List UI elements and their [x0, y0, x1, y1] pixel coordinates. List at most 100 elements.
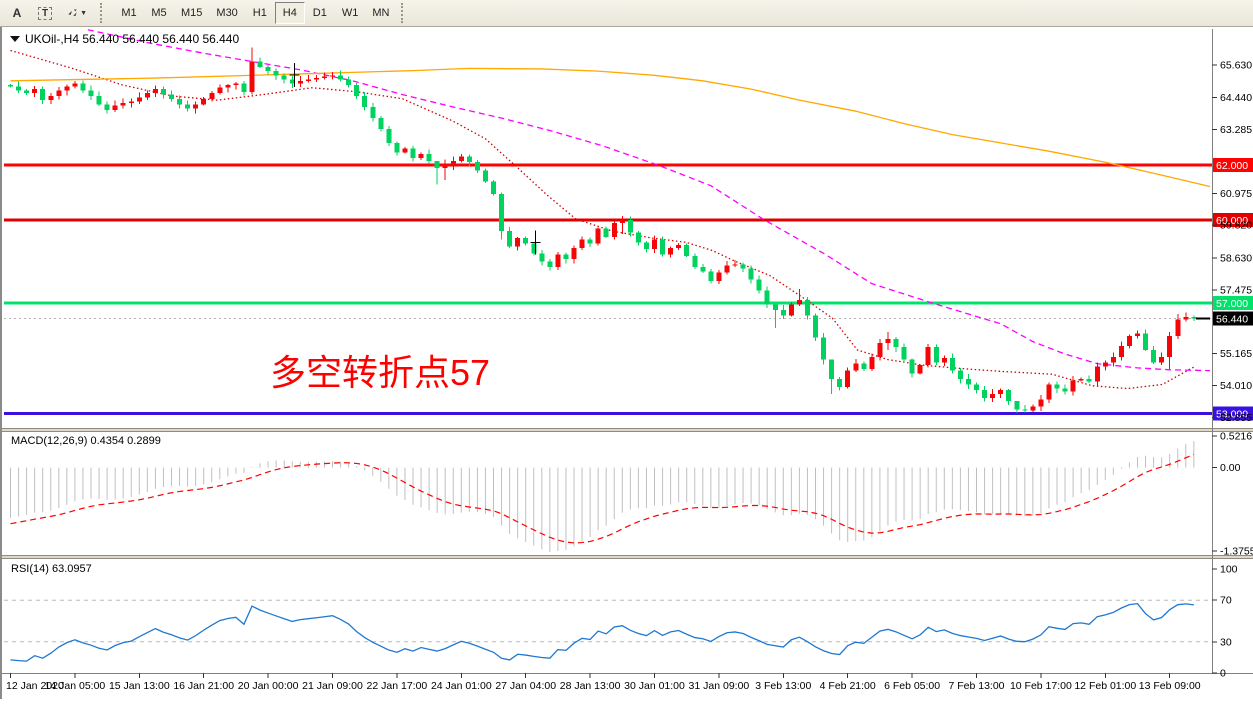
candle [321, 72, 327, 80]
candle [249, 47, 255, 95]
candle [1054, 381, 1060, 394]
symbol-dropdown-icon[interactable] [10, 36, 20, 42]
candle [72, 81, 78, 89]
rsi-axis-label: 70 [1220, 595, 1232, 607]
candle [144, 90, 150, 101]
candle [861, 361, 867, 371]
candle [515, 236, 521, 251]
timeframe-button-M30[interactable]: M30 [209, 2, 244, 24]
timeframe-button-H4[interactable]: H4 [274, 2, 305, 24]
time-axis-label: 3 Feb 13:00 [755, 680, 811, 692]
crosshair-mark[interactable] [289, 63, 300, 88]
candle [225, 83, 231, 93]
time-axis-label: 24 Jan 01:00 [431, 680, 492, 692]
pane-separator-1[interactable] [2, 428, 1253, 432]
draw-text-button[interactable]: A [4, 2, 30, 24]
time-axis-label: 30 Jan 01:00 [624, 680, 685, 692]
candle [539, 249, 545, 266]
candle [1078, 377, 1084, 382]
text-label-icon: T [37, 6, 53, 20]
timeframe-button-M1[interactable]: M1 [114, 2, 144, 24]
price-tick-label: 54.010 [1220, 380, 1252, 392]
candle [668, 246, 674, 258]
macd-axis-label: 0.5216 [1220, 430, 1252, 442]
candle [265, 64, 271, 75]
candle [499, 192, 505, 240]
candle [466, 154, 472, 167]
candle [402, 146, 408, 154]
candle [1151, 345, 1157, 364]
timeframe-button-M15[interactable]: M15 [174, 2, 209, 24]
timeframe-button-H1[interactable]: H1 [245, 2, 275, 24]
time-axis-label: 14 Jan 05:00 [45, 680, 106, 692]
candle [40, 86, 46, 105]
price-tick-label: 57.475 [1220, 284, 1252, 296]
candle [458, 153, 464, 163]
candle [933, 344, 939, 366]
timeframe-button-W1[interactable]: W1 [335, 2, 366, 24]
time-axis-label: 4 Feb 21:00 [820, 680, 876, 692]
price-tick-label: 55.165 [1220, 348, 1252, 360]
candle [48, 93, 54, 104]
crosshair-mark[interactable] [530, 230, 541, 255]
candle [1030, 404, 1036, 413]
candle [1159, 352, 1165, 366]
candle [1062, 384, 1068, 395]
candle [1143, 329, 1149, 352]
candle [1022, 405, 1028, 413]
candle [442, 159, 448, 181]
candle [845, 367, 851, 389]
arrow-objects-button[interactable]: ▼ [60, 2, 94, 24]
time-axis-label: 27 Jan 04:00 [495, 680, 556, 692]
candle [1102, 360, 1108, 371]
candle [434, 160, 440, 185]
rsi-axis-label: 0 [1220, 668, 1226, 680]
time-axis-label: 20 Jan 00:00 [238, 680, 299, 692]
candle [394, 141, 400, 156]
chevron-down-icon: ▼ [80, 9, 87, 17]
chart-canvas[interactable]: 62.000 60.000 57.000 53.000 56.440 65.630 64.4… [2, 27, 1253, 699]
candle [853, 359, 859, 372]
timeframe-button-MN[interactable]: MN [365, 2, 396, 24]
candle [796, 289, 802, 306]
draw-text-label-button[interactable]: T [32, 2, 58, 24]
price-tick-label: 60.975 [1220, 188, 1252, 200]
price-tick-label: 65.630 [1220, 59, 1252, 71]
candle [676, 242, 682, 250]
candle [563, 252, 569, 264]
candle [579, 236, 585, 250]
candle [764, 286, 770, 308]
candle [80, 80, 86, 93]
ma-line-slow [10, 67, 1211, 188]
time-axis-label: 31 Jan 09:00 [689, 680, 750, 692]
timeframe-button-M5[interactable]: M5 [144, 2, 174, 24]
candle [507, 227, 513, 249]
candle [893, 336, 899, 352]
time-axis-label: 13 Feb 09:00 [1139, 680, 1201, 692]
price-level-badge-label: 57.000 [1216, 298, 1248, 310]
time-axis-label: 16 Jan 21:00 [173, 680, 234, 692]
rsi-line [10, 602, 1194, 662]
time-axis-label: 28 Jan 13:00 [560, 680, 621, 692]
candle [917, 363, 923, 375]
candle [748, 265, 754, 284]
candle [136, 92, 142, 104]
price-level-badge [1213, 158, 1253, 172]
chart-background [2, 27, 1253, 699]
timeframe-button-D1[interactable]: D1 [305, 2, 335, 24]
macd-signal-line [10, 453, 1195, 544]
time-axis-label: 21 Jan 09:00 [302, 680, 363, 692]
candle [1070, 376, 1076, 396]
candle [732, 260, 738, 268]
toolbar-drag-handle-2[interactable] [401, 3, 410, 23]
price-level-badge [1213, 406, 1253, 421]
candle [700, 264, 706, 273]
candle [217, 84, 223, 95]
time-axis-label: 7 Feb 13:00 [948, 680, 1004, 692]
candle [756, 275, 762, 294]
candle [354, 83, 360, 100]
toolbar-drag-handle[interactable] [100, 3, 109, 23]
candle [571, 245, 577, 264]
candle [619, 216, 625, 234]
pane-separator-2[interactable] [2, 555, 1253, 559]
